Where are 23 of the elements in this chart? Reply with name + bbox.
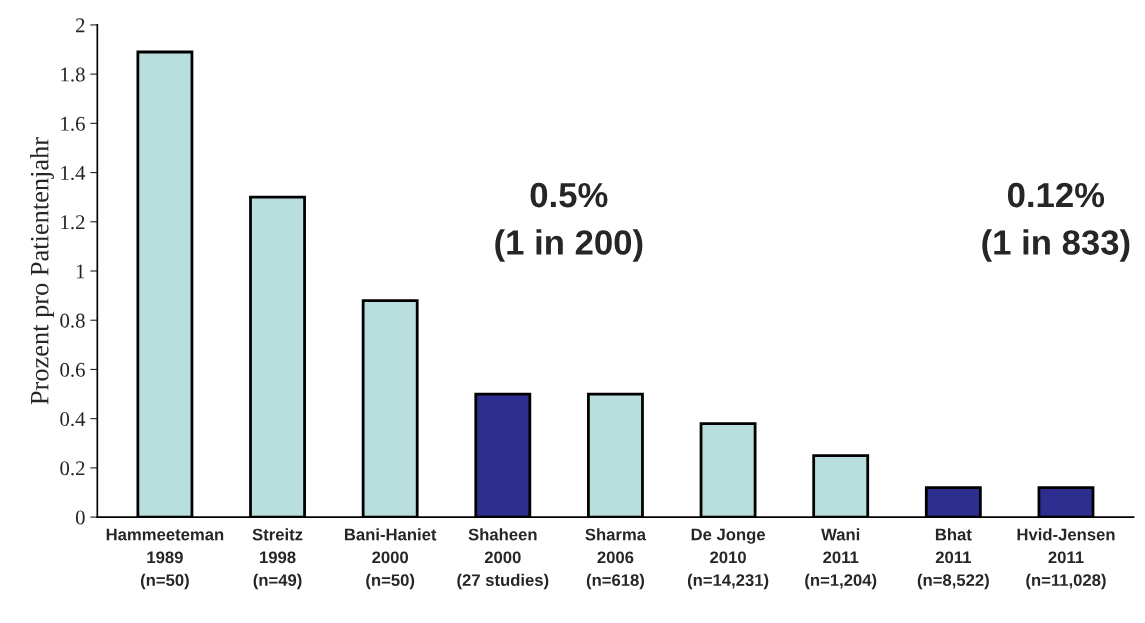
y-axis-title: Prozent pro Patientenjahr <box>29 137 54 405</box>
x-tick-label: Sharma 2006 (n=618) <box>585 528 647 590</box>
x-tick-label: Shaheen 2000 (27 studies) <box>457 528 549 590</box>
x-tick-label: Hvid-Jensen 2011 (n=11,028) <box>1017 528 1115 590</box>
y-tick-label: 0.2 <box>60 461 85 476</box>
y-tick-label: 1.6 <box>61 116 85 131</box>
y-tick-label: 1.2 <box>61 215 85 230</box>
x-tick-label: Streitz 1998 (n=49) <box>252 528 303 590</box>
y-tick-label: 0.4 <box>60 412 86 427</box>
y-tick-label: 2 <box>76 18 85 33</box>
annotation: 0.12% (1 in 833) <box>982 182 1130 262</box>
y-tick-label: 0.6 <box>60 362 85 377</box>
y-tick-label: 0.8 <box>60 313 85 328</box>
y-tick-label: 1.8 <box>61 67 85 82</box>
x-tick-label: Wani 2011 (n=1,204) <box>805 528 877 590</box>
x-tick-label: Hammeeteman 1989 (n=50) <box>106 528 224 590</box>
x-tick-label: Bhat 2011 (n=8,522) <box>917 528 989 590</box>
x-tick-label: Bani-Haniet 2000 (n=50) <box>344 528 437 590</box>
y-tick-label: 1.4 <box>61 166 86 181</box>
annotation: 0.5% (1 in 200) <box>495 182 643 262</box>
y-tick-label: 1 <box>76 264 85 279</box>
x-tick-label: De Jonge 2010 (n=14,231) <box>687 528 769 590</box>
y-tick-label: 0 <box>75 510 85 525</box>
